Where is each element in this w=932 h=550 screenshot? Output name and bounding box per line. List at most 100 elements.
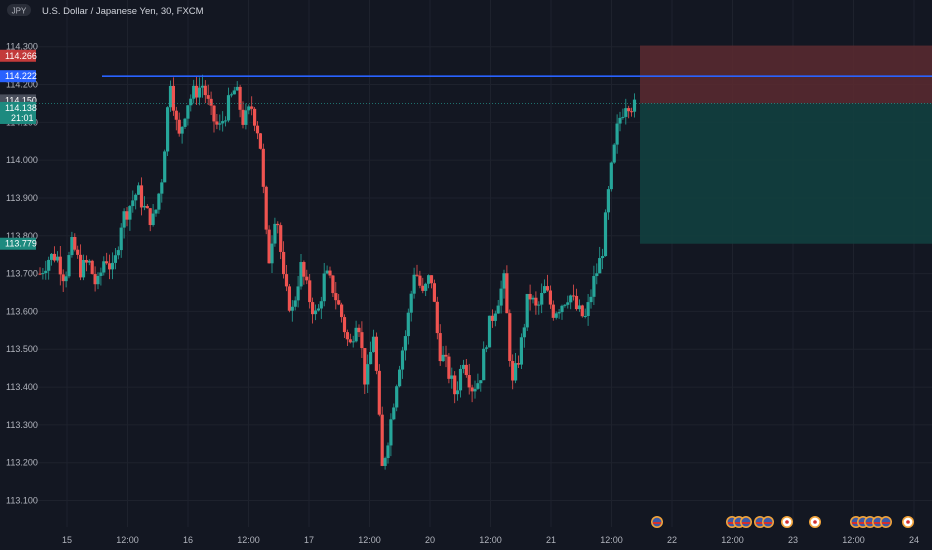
price-tick-label: 114.000 bbox=[6, 155, 38, 165]
candle-body bbox=[540, 292, 544, 305]
candle-body bbox=[409, 293, 413, 313]
candle-body bbox=[537, 304, 541, 306]
candle-body bbox=[493, 313, 497, 321]
stop-price-tag[interactable]: 114.266 bbox=[5, 51, 37, 61]
time-tick-label: 12:00 bbox=[358, 535, 381, 545]
candle-body bbox=[311, 302, 315, 315]
candle-body bbox=[235, 86, 239, 91]
economic-events-row[interactable] bbox=[651, 516, 914, 528]
candle-body bbox=[90, 260, 94, 275]
take-profit-zone[interactable] bbox=[640, 103, 932, 244]
jp-sun-icon bbox=[785, 520, 789, 524]
stop-loss-zone[interactable] bbox=[640, 45, 932, 104]
candle-body bbox=[84, 259, 88, 263]
candle-body bbox=[195, 85, 199, 98]
time-tick-label: 21 bbox=[546, 535, 556, 545]
economic-event-icon[interactable] bbox=[809, 516, 821, 528]
candle-body bbox=[308, 280, 312, 303]
candle-body bbox=[134, 194, 138, 201]
candle-body bbox=[415, 274, 419, 276]
target-price-tag[interactable]: 113.779 bbox=[5, 239, 37, 249]
candle-body bbox=[603, 212, 608, 257]
candle-body bbox=[490, 315, 494, 321]
candle-body bbox=[522, 327, 526, 338]
economic-event-icon[interactable] bbox=[902, 516, 914, 528]
economic-event-icon[interactable] bbox=[781, 516, 793, 528]
target-price-tag-bg bbox=[0, 237, 36, 250]
candle-body bbox=[377, 370, 381, 415]
candle-body bbox=[505, 273, 509, 314]
candle-body bbox=[557, 312, 561, 314]
symbol-badge-bg bbox=[7, 4, 31, 16]
candle-body bbox=[319, 301, 323, 309]
candle-body bbox=[313, 310, 318, 315]
candle-body bbox=[267, 229, 271, 264]
time-tick-label: 24 bbox=[909, 535, 919, 545]
candle-body bbox=[163, 151, 167, 183]
candle-body bbox=[406, 312, 410, 337]
candle-body bbox=[221, 121, 225, 124]
candle-body bbox=[142, 205, 146, 208]
candle-body bbox=[560, 305, 564, 313]
time-axis[interactable]: 15 12:00 16 12:00 17 12:00 20 12:00 21 12:00 22 12:… bbox=[62, 535, 919, 545]
price-axis[interactable]: 114.300114.200114.100114.000113.900113.8… bbox=[0, 42, 38, 506]
candle-body bbox=[566, 302, 570, 305]
candle-body bbox=[226, 95, 231, 121]
candle-body bbox=[180, 126, 184, 134]
candle-body bbox=[589, 296, 593, 303]
candle-body bbox=[632, 99, 637, 112]
candle-body bbox=[116, 250, 120, 256]
economic-event-icon[interactable] bbox=[740, 516, 752, 528]
candle-body bbox=[485, 347, 489, 349]
last-price-tag-bg bbox=[0, 101, 36, 124]
candle-body bbox=[447, 356, 451, 379]
candle-body bbox=[444, 354, 448, 357]
candle-body bbox=[189, 98, 193, 106]
candle-body bbox=[81, 259, 86, 278]
candle-body bbox=[458, 368, 463, 391]
candle-body bbox=[595, 273, 599, 277]
candle-body bbox=[360, 332, 364, 349]
time-tick-label: 17 bbox=[304, 535, 314, 545]
jp-sun-icon bbox=[813, 520, 817, 524]
candle-body bbox=[79, 254, 83, 278]
economic-event-icon[interactable] bbox=[762, 516, 774, 528]
time-tick-label: 12:00 bbox=[600, 535, 623, 545]
economic-event-icon[interactable] bbox=[880, 516, 892, 528]
candle-body bbox=[345, 332, 349, 340]
candle-body bbox=[424, 283, 428, 291]
candle-body bbox=[548, 290, 552, 305]
last-price-tag[interactable]: 114.138 bbox=[5, 103, 37, 113]
candle-body bbox=[131, 200, 135, 207]
economic-event-icon[interactable] bbox=[651, 516, 663, 528]
jp-sun-icon bbox=[906, 520, 910, 524]
candle-body bbox=[354, 327, 358, 342]
time-tick-label: 12:00 bbox=[237, 535, 260, 545]
candle-body bbox=[302, 262, 306, 277]
candle-body bbox=[55, 256, 59, 261]
risk-reward-zones[interactable] bbox=[640, 45, 932, 244]
candle-body bbox=[154, 209, 158, 214]
candle-body bbox=[574, 295, 579, 310]
candle-body bbox=[479, 380, 483, 384]
us-stripe-icon bbox=[859, 522, 867, 524]
candle-body bbox=[64, 276, 68, 282]
us-stripe-icon bbox=[882, 522, 890, 524]
candle-body bbox=[511, 361, 515, 381]
candle-body bbox=[606, 189, 610, 213]
resistance-price-tag[interactable]: 114.222 bbox=[5, 71, 37, 81]
candle-body bbox=[609, 162, 613, 190]
candle-body bbox=[160, 182, 164, 194]
time-tick-label: 12:00 bbox=[116, 535, 139, 545]
entry-price-tag[interactable]: 114.150 bbox=[5, 95, 37, 105]
candle-body bbox=[583, 315, 587, 317]
us-stripe-icon bbox=[735, 522, 743, 524]
candle-body bbox=[374, 336, 378, 371]
candle-body bbox=[618, 117, 622, 124]
candle-body bbox=[253, 108, 257, 126]
candle-body bbox=[496, 305, 500, 314]
candle-body bbox=[380, 414, 384, 466]
candle-body bbox=[279, 225, 283, 252]
price-levels[interactable] bbox=[36, 75, 932, 104]
